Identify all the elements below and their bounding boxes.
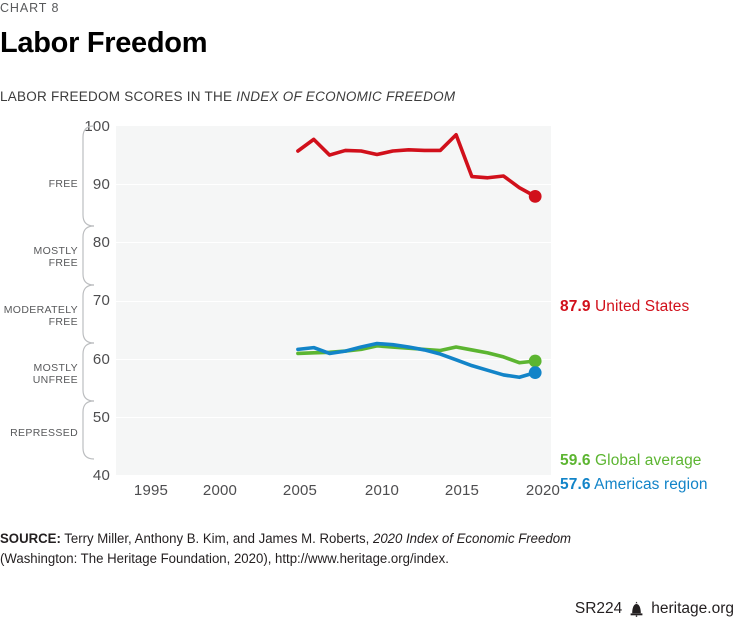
freedom-band-brackets [82,125,95,460]
gridline-50 [116,416,551,418]
ytick-40: 40 [92,467,110,484]
source-label: SOURCE: [0,531,61,547]
legend-united-states: 87.9 United States [560,298,689,316]
xtick-2000: 2000 [202,482,238,499]
site-url: heritage.org [651,600,734,617]
band-label-free: FREE [48,178,78,190]
legend-value-global-average: 59.6 [560,452,591,469]
ytick-80: 80 [92,234,110,251]
ytick-90: 90 [92,176,110,193]
page-title: Labor Freedom [0,27,208,59]
subtitle-plain: LABOR FREEDOM SCORES IN THE [0,89,237,104]
legend-global-average: 59.6 Global average [560,452,702,470]
report-id: SR224 [574,600,623,617]
band-label-repressed: REPRESSED [10,427,78,439]
source-note: SOURCE: Terry Miller, Anthony B. Kim, an… [0,530,651,569]
gridline-80 [116,242,551,244]
legend-americas-region: 57.6 Americas region [560,476,708,494]
chart-number: CHART 8 [0,1,60,15]
line-americas-region [296,341,537,380]
xtick-2010: 2010 [364,482,400,499]
subtitle-italic: INDEX OF ECONOMIC FREEDOM [236,89,456,104]
plot-area [116,126,551,475]
xtick-2005: 2005 [282,482,318,499]
legend-label-global-average: Global average [595,452,702,469]
legend-label-americas-region: Americas region [594,476,708,493]
legend-label-united-states: United States [595,298,690,315]
ytick-70: 70 [92,292,110,309]
source-text-2: (Washington: The Heritage Foundation, 20… [0,550,449,567]
xtick-1995: 1995 [133,482,169,499]
ytick-60: 60 [92,351,110,368]
chart-subtitle: LABOR FREEDOM SCORES IN THE INDEX OF ECO… [0,89,455,104]
legend-value-americas-region: 57.6 [560,476,591,493]
gridline-90 [116,184,551,186]
liberty-bell-icon [630,601,643,617]
xtick-2020: 2020 [525,482,561,499]
gridline-60 [116,358,551,360]
source-title-italic: 2020 Index of Economic Freedom [373,531,572,547]
ytick-100: 100 [84,118,110,135]
endpoint-marker-americas-region [528,366,542,380]
footer-branding: SR224 heritage.org [575,600,734,618]
band-label-mostly-free: MOSTLY FREE [33,245,78,269]
xtick-2015: 2015 [444,482,480,499]
gridline-70 [116,300,551,302]
endpoint-marker-united-states [528,189,542,203]
band-label-moderately-free: MODERATELY FREE [3,304,78,328]
ytick-50: 50 [92,409,110,426]
line-united-states [296,132,537,199]
source-text-1: Terry Miller, Anthony B. Kim, and James … [60,531,374,547]
endpoint-marker-global-average [528,354,542,368]
legend-value-united-states: 87.9 [560,298,591,315]
series-lines [296,132,542,380]
band-label-mostly-unfree: MOSTLY UNFREE [32,362,78,386]
chart-container: 100 90 80 70 60 50 40 1995 2000 2005 201… [0,110,734,510]
